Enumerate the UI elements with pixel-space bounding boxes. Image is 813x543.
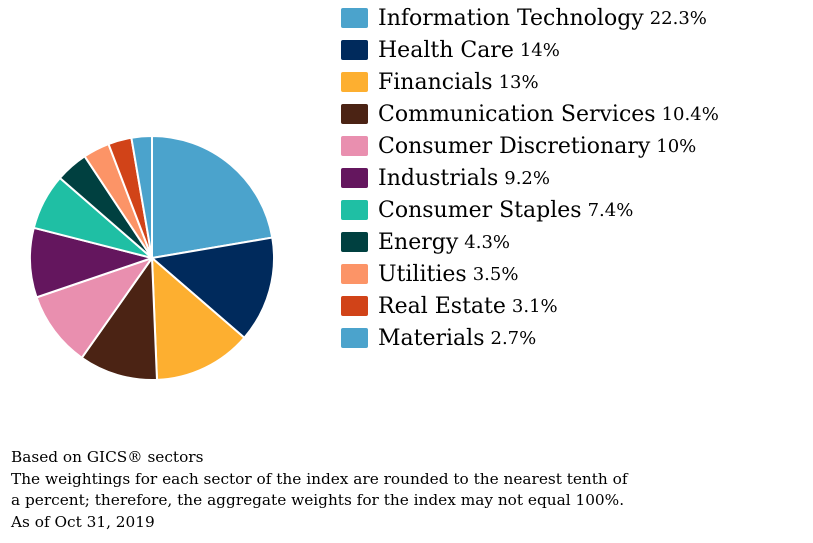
- legend-value: 14%: [519, 39, 560, 61]
- legend-value: 9.2%: [504, 167, 550, 189]
- legend-label: Utilities: [378, 261, 467, 287]
- legend-swatch: [341, 72, 368, 92]
- legend-swatch: [341, 8, 368, 28]
- legend-item: Utilities 3.5%: [341, 258, 719, 290]
- footnote-rounding-1: The weightings for each sector of the in…: [11, 469, 628, 488]
- legend-item: Information Technology 22.3%: [341, 2, 719, 34]
- legend-swatch: [341, 136, 368, 156]
- legend-item: Energy 4.3%: [341, 226, 719, 258]
- legend-value: 10.4%: [661, 103, 719, 125]
- legend-label: Health Care: [378, 37, 514, 63]
- legend-label: Energy: [378, 229, 459, 255]
- legend-value: 13%: [498, 71, 539, 93]
- legend-value: 3.5%: [472, 263, 519, 285]
- legend-label: Communication Services: [378, 101, 656, 127]
- legend-swatch: [341, 200, 368, 220]
- legend-label: Consumer Staples: [378, 197, 582, 223]
- legend-item: Real Estate 3.1%: [341, 290, 719, 322]
- legend-swatch: [341, 40, 368, 60]
- legend: Information Technology 22.3% Health Care 14…: [341, 2, 719, 354]
- legend-swatch: [341, 104, 368, 124]
- legend-value: 3.1%: [511, 295, 558, 317]
- legend-value: 4.3%: [464, 231, 511, 253]
- footnote-gics: Based on GICS® sectors: [11, 448, 204, 466]
- footnote-as-of-date: As of Oct 31, 2019: [11, 512, 155, 531]
- legend-item: Communication Services 10.4%: [341, 98, 719, 130]
- legend-label: Consumer Discretionary: [378, 133, 651, 159]
- legend-swatch: [341, 168, 368, 188]
- legend-swatch: [341, 296, 368, 316]
- legend-value: 22.3%: [649, 7, 707, 29]
- pie-slice: [130, 134, 153, 259]
- legend-label: Materials: [378, 325, 485, 351]
- pie-slice: [80, 257, 158, 381]
- legend-label: Financials: [378, 69, 493, 95]
- legend-value: 2.7%: [490, 327, 537, 349]
- legend-value: 10%: [656, 135, 697, 157]
- pie-slice: [35, 257, 153, 359]
- legend-label: Real Estate: [378, 293, 506, 319]
- legend-item: Industrials 9.2%: [341, 162, 719, 194]
- sector-pie-chart: [29, 134, 275, 381]
- footnotes: Based on GICS® sectors The weightings fo…: [11, 447, 628, 533]
- legend-item: Consumer Staples 7.4%: [341, 194, 719, 226]
- legend-item: Financials 13%: [341, 66, 719, 98]
- legend-value: 7.4%: [587, 199, 634, 221]
- pie-slice: [151, 257, 246, 381]
- legend-label: Information Technology: [378, 5, 644, 31]
- pie-slice: [151, 236, 275, 339]
- legend-item: Consumer Discretionary 10%: [341, 130, 719, 162]
- footnote-rounding-2: a percent; therefore, the aggregate weig…: [11, 491, 625, 509]
- legend-item: Materials 2.7%: [341, 322, 719, 354]
- legend-label: Industrials: [378, 165, 499, 191]
- legend-swatch: [341, 264, 368, 284]
- pie-slice: [151, 135, 274, 259]
- legend-swatch: [341, 232, 368, 252]
- legend-swatch: [341, 328, 368, 348]
- legend-item: Health Care 14%: [341, 34, 719, 66]
